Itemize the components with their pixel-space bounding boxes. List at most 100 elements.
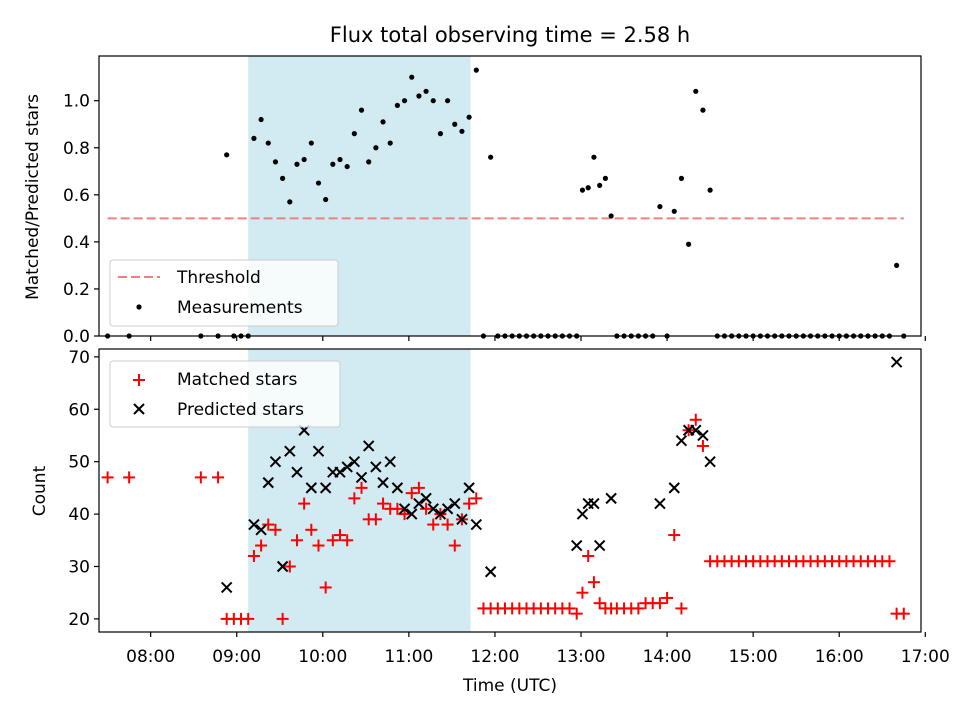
predicted-star-point — [697, 429, 709, 442]
predicted-star-point — [341, 461, 353, 473]
matched-star-point — [463, 497, 476, 510]
predicted-star-point — [319, 482, 332, 494]
matched-star-point — [391, 502, 404, 515]
predicted-star-point — [312, 445, 325, 457]
top-y-ticks: 0.0 0.2 0.4 0.6 0.8 1.0 — [63, 92, 99, 347]
top-measurement-points — [105, 67, 907, 339]
top-y-tick-label: 1.0 — [63, 92, 90, 112]
measurement-point — [224, 152, 230, 158]
top-y-tick-label: 0.2 — [63, 280, 90, 300]
measurement-point — [894, 262, 900, 269]
matched-star-point — [427, 518, 440, 531]
measurement-point — [301, 156, 307, 163]
matched-star-point — [632, 602, 645, 615]
matched-star-point — [348, 492, 361, 505]
predicted-star-point — [593, 539, 606, 552]
matched-star-point — [276, 612, 289, 625]
measurement-point — [380, 119, 386, 125]
matched-star-point — [668, 529, 681, 542]
matched-star-point — [334, 529, 347, 542]
predicted-star-point — [248, 518, 260, 531]
bottom-y-axis-label: Count — [30, 465, 50, 516]
x-tick-label: 15:00 — [729, 647, 778, 667]
measurement-point — [678, 175, 685, 181]
predicted-star-point — [413, 497, 425, 510]
top-x-ticks — [150, 336, 926, 341]
legend-matched-swatch — [133, 374, 145, 386]
matched-star-point — [326, 534, 339, 547]
top-y-tick-label: 0.4 — [63, 233, 90, 253]
predicted-star-point — [276, 560, 289, 573]
predicted-star-point — [391, 482, 404, 494]
predicted-star-point — [370, 461, 382, 473]
measurement-point — [358, 107, 365, 113]
matched-star-point — [593, 597, 606, 610]
predicted-star-point — [704, 455, 716, 468]
matched-stars-points — [101, 413, 910, 625]
predicted-star-point — [470, 518, 482, 531]
legend-threshold-label: Threshold — [176, 268, 261, 288]
top-title: Flux total observing time = 2.58 h — [330, 23, 690, 47]
matched-star-point — [305, 523, 318, 536]
matched-star-point — [194, 471, 207, 484]
matched-star-point — [123, 471, 136, 484]
legend-measurements-swatch — [136, 304, 142, 310]
x-tick-label: 09:00 — [212, 647, 261, 667]
measurement-point — [597, 182, 603, 189]
predicted-star-point — [456, 513, 468, 526]
bottom-y-tick-label: 20 — [68, 610, 90, 630]
matched-star-point — [897, 607, 910, 620]
measurement-point — [294, 161, 300, 167]
matched-star-point — [582, 550, 595, 563]
measurement-point — [265, 140, 271, 146]
matched-star-point — [355, 481, 368, 494]
predicted-star-point — [305, 482, 318, 494]
matched-star-point — [212, 471, 225, 484]
measurement-point — [409, 74, 415, 80]
measurement-point — [423, 88, 429, 94]
matched-star-point — [412, 481, 425, 494]
legend-matched-label: Matched stars — [177, 370, 297, 390]
measurement-point — [707, 187, 713, 193]
matched-star-point — [570, 607, 583, 620]
matched-star-point — [661, 591, 674, 604]
measurement-point — [330, 161, 336, 167]
measurement-point — [700, 107, 706, 113]
matched-star-point — [298, 497, 311, 510]
predicted-star-point — [668, 482, 680, 494]
bottom-legend-box — [109, 360, 341, 428]
predicted-star-point — [675, 435, 688, 447]
top-y-tick-label: 0.0 — [63, 327, 90, 347]
measurement-point — [671, 208, 677, 214]
measurement-point — [585, 185, 591, 191]
legend-predicted-label: Predicted stars — [177, 400, 304, 420]
bottom-panel: 08:00 09:00 10:00 11:00 12:00 13:00 14:00 15:00… — [30, 348, 950, 696]
x-tick-label: 16:00 — [815, 647, 864, 667]
bottom-x-ticks: 08:00 09:00 10:00 11:00 12:00 13:00 14:00 15:00… — [126, 632, 950, 667]
measurement-point — [366, 159, 372, 165]
measurement-point — [466, 114, 472, 120]
bottom-y-tick-label: 50 — [68, 453, 90, 473]
measurement-point — [373, 145, 379, 151]
measurement-point — [657, 203, 663, 210]
top-y-tick-label: 0.8 — [63, 139, 90, 159]
matched-star-point — [341, 534, 354, 547]
x-tick-label: 10:00 — [298, 647, 347, 667]
measurement-point — [401, 98, 408, 104]
measurement-point — [693, 88, 699, 94]
measurement-point — [579, 187, 586, 193]
predicted-star-point — [463, 482, 475, 494]
predicted-star-point — [441, 503, 454, 515]
measurement-point — [602, 175, 608, 181]
predicted-star-point — [406, 508, 418, 520]
measurement-point — [287, 199, 293, 205]
measurement-point — [686, 241, 692, 247]
measurement-point — [280, 175, 286, 181]
measurement-point — [437, 131, 444, 137]
measurement-point — [394, 102, 400, 109]
bottom-y-ticks: 20 30 40 50 60 70 — [68, 348, 99, 630]
x-tick-label: 13:00 — [557, 647, 606, 667]
matched-star-point — [319, 581, 332, 594]
legend-predicted-swatch — [133, 403, 145, 415]
measurement-point — [459, 128, 465, 134]
